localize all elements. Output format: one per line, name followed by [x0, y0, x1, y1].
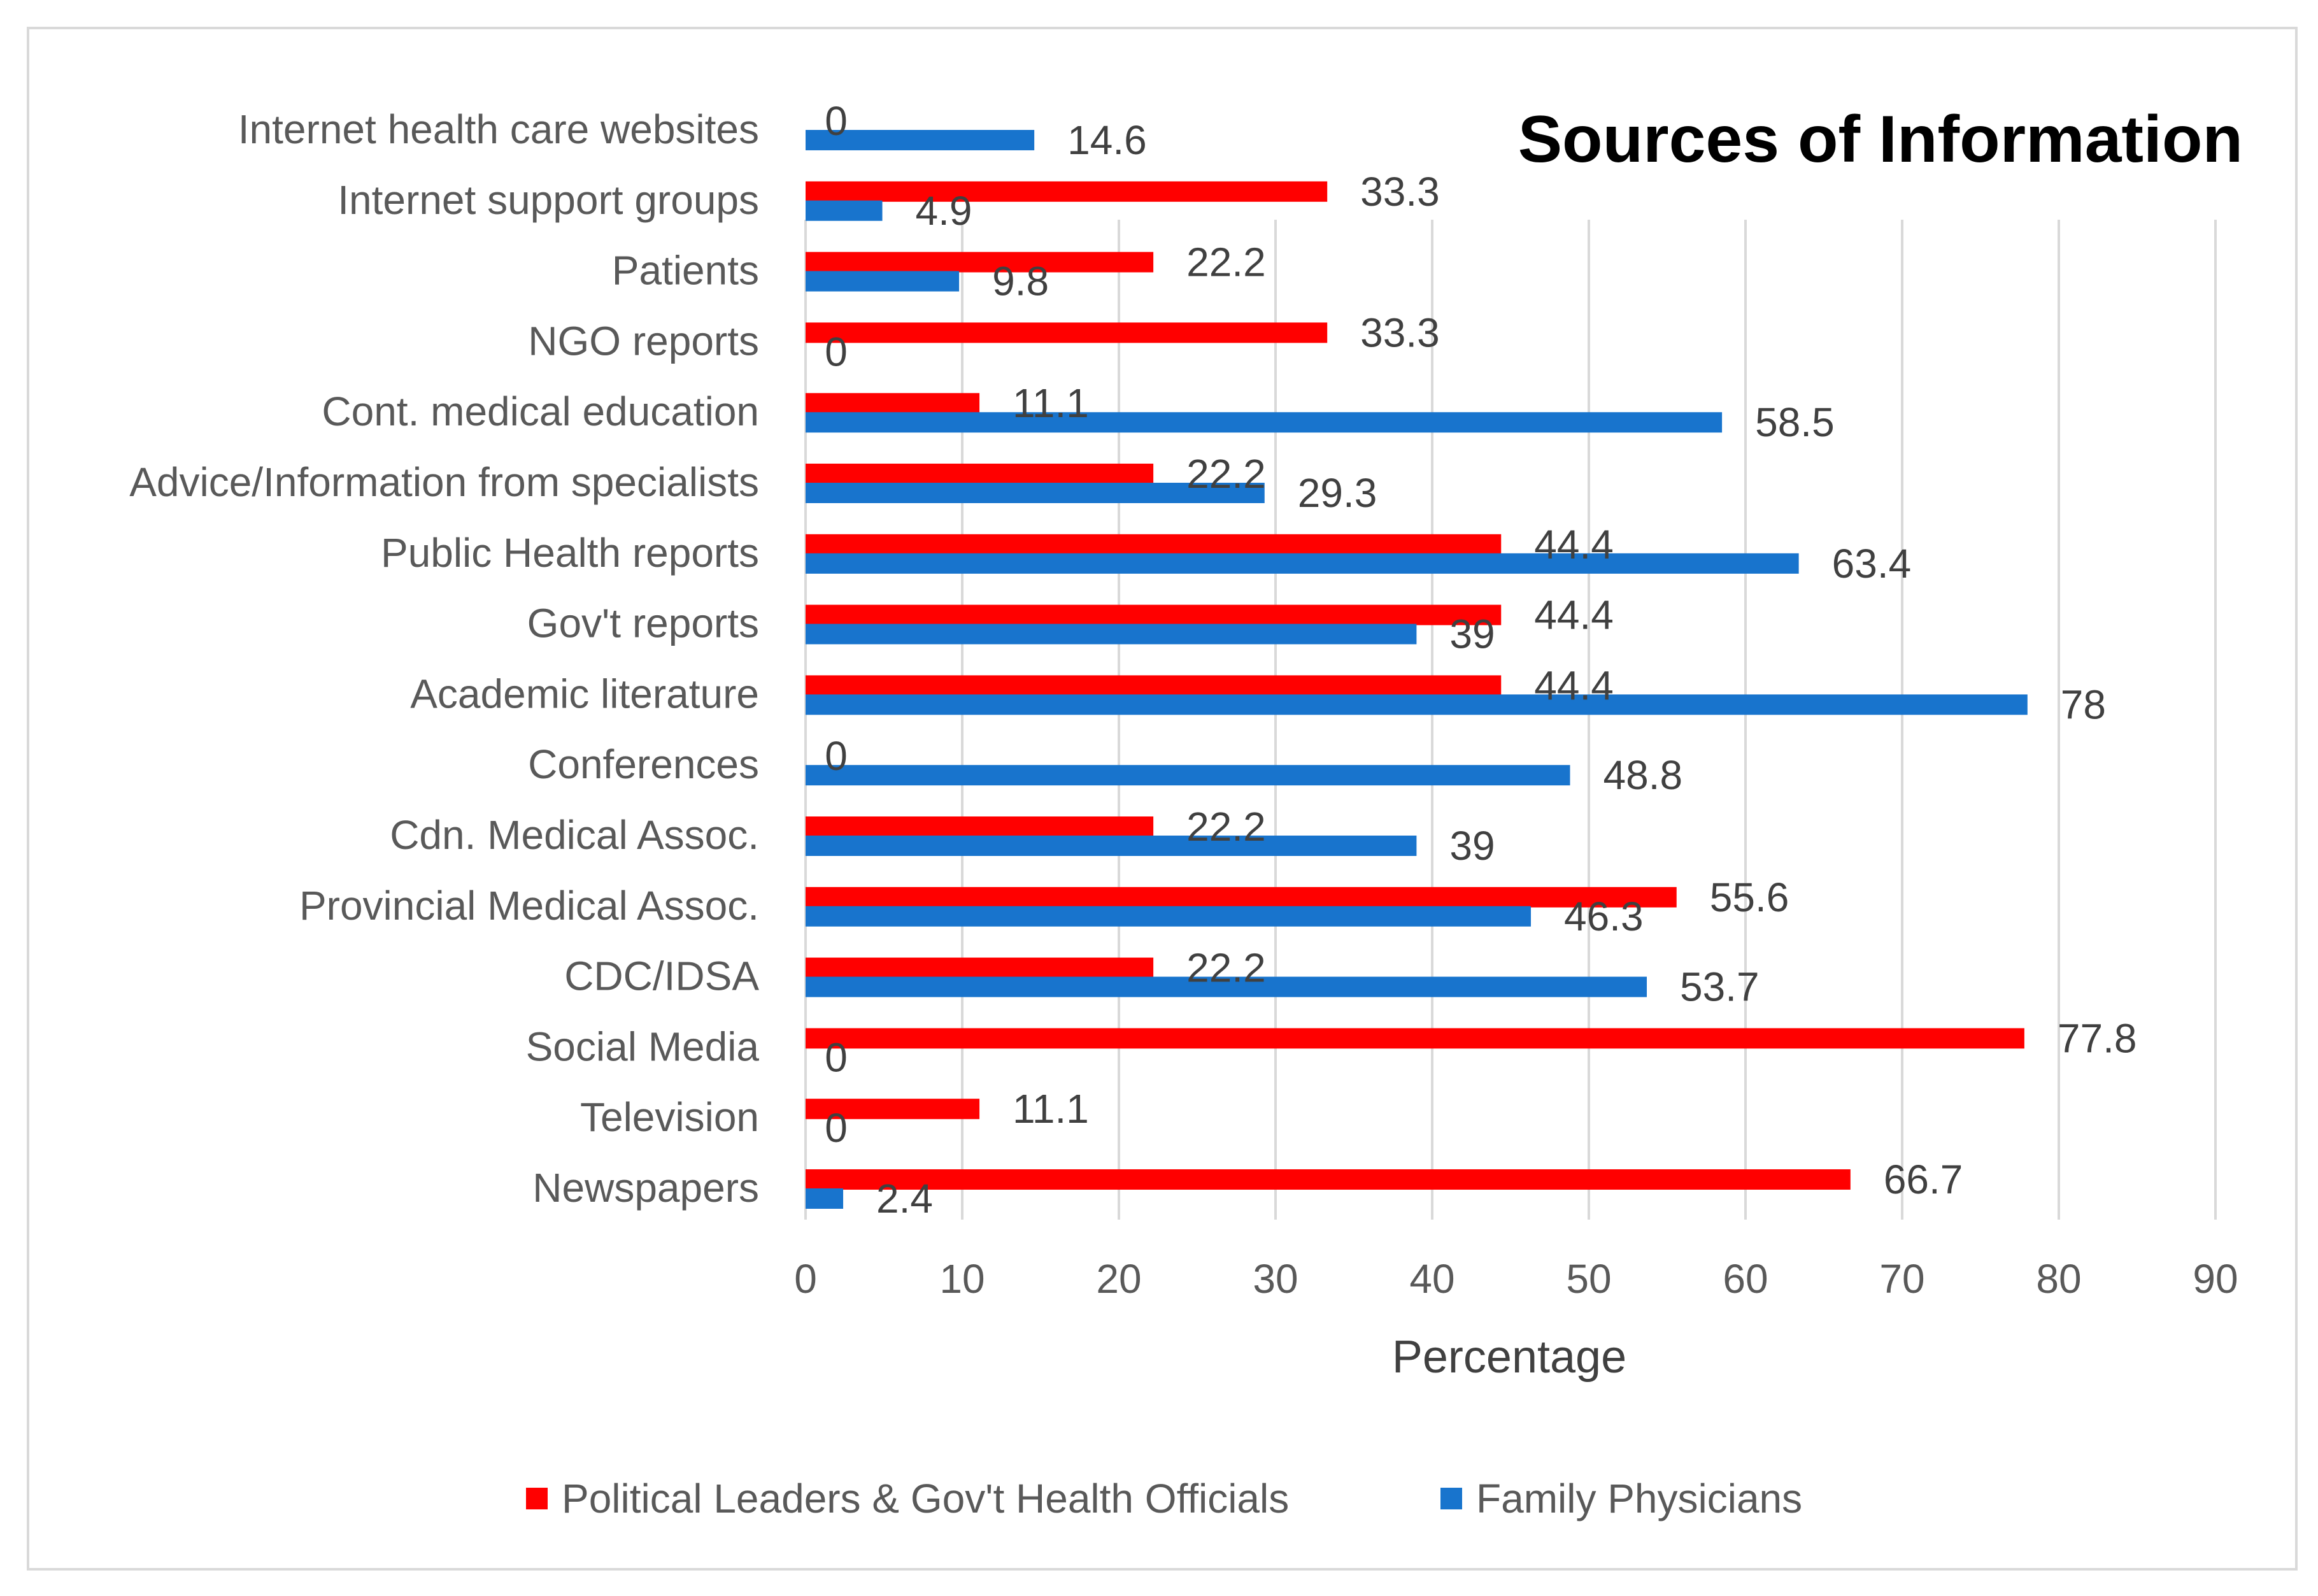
bar-family-physicians [806, 130, 1035, 150]
data-label-family-physicians: 53.7 [1680, 964, 1760, 1010]
data-label-political: 22.2 [1186, 945, 1266, 991]
data-label-family-physicians: 2.4 [876, 1176, 933, 1222]
bar-family-physicians [806, 623, 1417, 645]
data-label-political: 11.1 [1013, 380, 1089, 426]
data-label-family-physicians: 9.8 [992, 259, 1049, 304]
bar-political [806, 1169, 1851, 1190]
category-label: Academic literature [410, 671, 759, 716]
category-label: Cont. medical education [322, 388, 759, 434]
bar-family-physicians [806, 694, 2028, 715]
x-tick-label: 70 [1879, 1256, 1924, 1302]
data-label-family-physicians: 39 [1449, 611, 1495, 657]
bar-family-physicians [806, 553, 1799, 574]
legend-label-political: Political Leaders & Gov't Health Officia… [562, 1476, 1289, 1521]
x-tick-label: 90 [2193, 1256, 2238, 1302]
data-label-political: 22.2 [1186, 239, 1266, 285]
legend-swatch-family [1440, 1488, 1462, 1509]
data-label-family-physicians: 29.3 [1298, 470, 1377, 516]
category-label: Patients [612, 248, 759, 294]
bar-family-physicians [806, 836, 1417, 856]
category-labels: Internet health care websites Internet su… [129, 106, 759, 1211]
data-label-family-physicians: 14.6 [1067, 117, 1147, 163]
x-tick-label: 10 [939, 1256, 985, 1302]
data-label-political: 44.4 [1534, 592, 1614, 638]
bar-family-physicians [806, 765, 1570, 786]
bar-political [806, 393, 980, 414]
x-tick-labels: 0 10 20 30 40 50 60 70 80 90 [794, 1256, 2238, 1302]
data-label-family-physicians: 4.9 [916, 188, 972, 234]
data-label-political: 11.1 [1013, 1086, 1089, 1132]
data-label-political: 22.2 [1186, 451, 1266, 497]
data-label-family-physicians: 0 [825, 329, 848, 374]
category-label: CDC/IDSA [564, 953, 759, 999]
bar-political [806, 464, 1154, 484]
bar-political [806, 957, 1154, 978]
data-label-family-physicians: 0 [825, 1105, 848, 1151]
bar-political [806, 1099, 980, 1120]
x-tick-label: 50 [1566, 1256, 1611, 1302]
data-label-political: 55.6 [1710, 874, 1789, 920]
legend-swatch-political [526, 1488, 548, 1509]
category-label: Advice/Information from specialists [129, 459, 759, 505]
bar-family-physicians [806, 200, 883, 221]
x-tick-label: 30 [1253, 1256, 1298, 1302]
data-label-family-physicians: 78 [2061, 681, 2106, 727]
category-label: Newspapers [532, 1165, 759, 1211]
bar-political [806, 887, 1677, 908]
data-label-political: 44.4 [1534, 662, 1614, 708]
data-label-family-physicians: 39 [1449, 823, 1495, 869]
data-label-political: 0 [825, 98, 848, 144]
data-label-political: 66.7 [1884, 1157, 1963, 1202]
bar-political [806, 1028, 2024, 1049]
category-label: Internet health care websites [238, 106, 759, 152]
category-label: Cdn. Medical Assoc. [390, 812, 759, 858]
bar-family-physicians [806, 976, 1647, 997]
bar-family-physicians [806, 271, 960, 292]
legend-label-family: Family Physicians [1476, 1476, 1802, 1521]
x-tick-label: 0 [794, 1256, 817, 1302]
data-label-political: 77.8 [2058, 1015, 2137, 1061]
bar-political [806, 675, 1502, 696]
bar-political [806, 604, 1502, 625]
bar-family-physicians [806, 906, 1531, 927]
category-label: Television [580, 1094, 759, 1140]
data-label-political: 0 [825, 733, 848, 779]
data-label-family-physicians: 0 [825, 1034, 848, 1080]
bar-political [806, 534, 1502, 555]
x-tick-label: 80 [2036, 1256, 2081, 1302]
data-label-political: 22.2 [1186, 804, 1266, 850]
bar-political [806, 181, 1328, 202]
data-label-political: 44.4 [1534, 522, 1614, 567]
bar-political [806, 252, 1154, 273]
bars [806, 130, 2028, 1209]
data-label-family-physicians: 46.3 [1564, 894, 1644, 939]
bar-political [806, 322, 1328, 343]
chart-title: Sources of Information [1518, 103, 2243, 176]
data-labels: 0 14.6 33.3 4.9 22.2 9.8 33.3 0 11.1 58.5 22.2 29.3… [825, 98, 2137, 1222]
bar-family-physicians [806, 483, 1265, 503]
category-label: Conferences [528, 741, 759, 787]
x-tick-label: 40 [1409, 1256, 1454, 1302]
data-label-family-physicians: 58.5 [1755, 399, 1835, 445]
legend: Political Leaders & Gov't Health Officia… [526, 1476, 1802, 1521]
x-tick-label: 60 [1723, 1256, 1768, 1302]
data-label-political: 33.3 [1360, 310, 1440, 355]
data-label-political: 33.3 [1360, 169, 1440, 215]
category-label: Social Media [526, 1023, 760, 1069]
gridlines [804, 220, 2217, 1220]
x-tick-label: 20 [1096, 1256, 1141, 1302]
data-label-family-physicians: 48.8 [1603, 752, 1682, 798]
category-label: NGO reports [528, 318, 759, 364]
bar-political [806, 816, 1154, 837]
x-axis-title: Percentage [1392, 1332, 1626, 1383]
category-label: Internet support groups [338, 177, 759, 223]
bar-family-physicians [806, 1188, 844, 1209]
chart-frame [27, 27, 2298, 1571]
category-label: Public Health reports [381, 530, 759, 576]
data-label-family-physicians: 63.4 [1832, 541, 1912, 587]
category-label: Provincial Medical Assoc. [299, 883, 759, 929]
bar-family-physicians [806, 412, 1723, 433]
category-label: Gov't reports [527, 601, 759, 646]
